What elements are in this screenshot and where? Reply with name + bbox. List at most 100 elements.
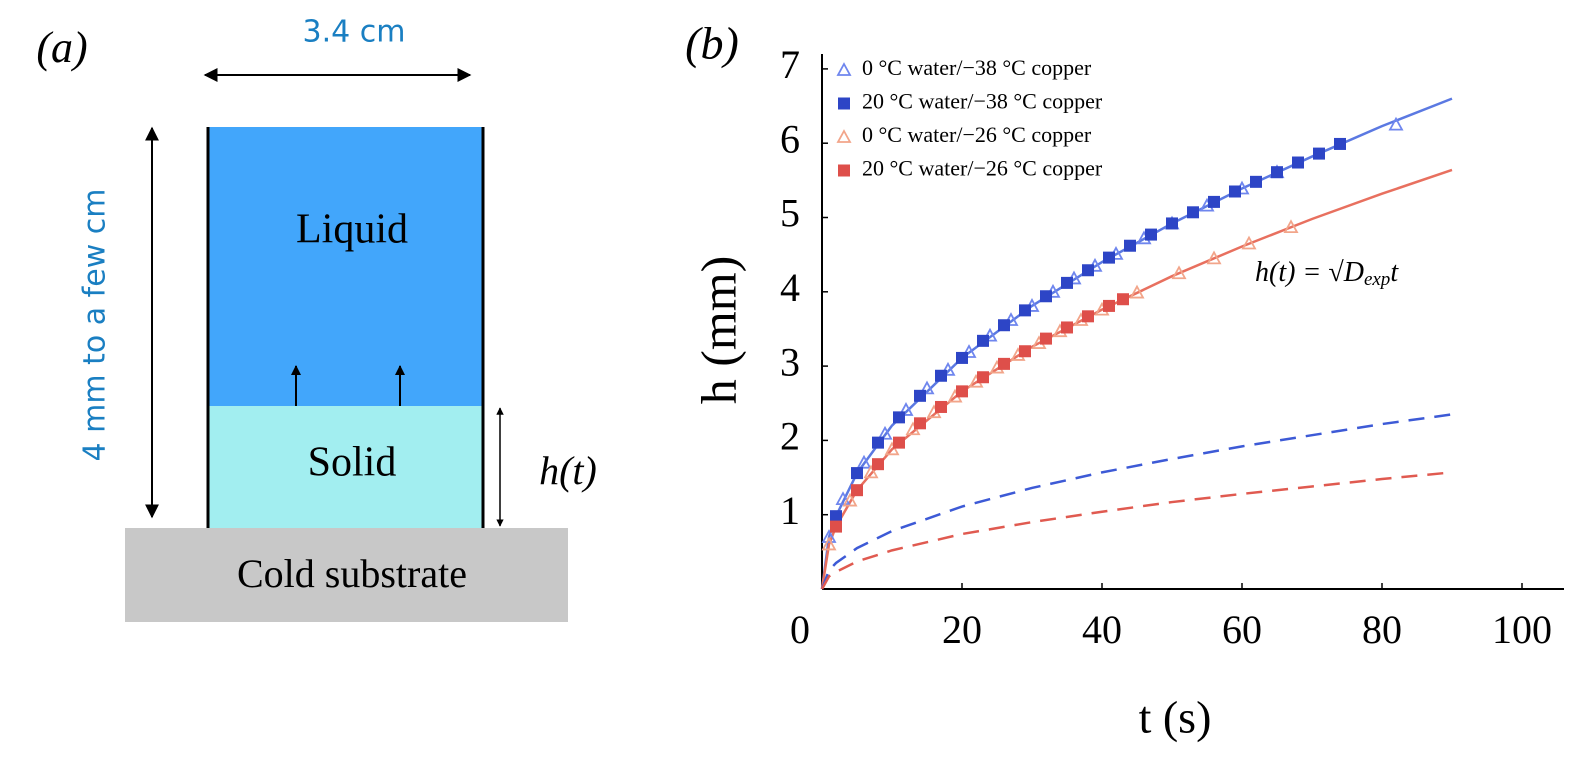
data-point <box>914 389 926 402</box>
data-point <box>1129 284 1145 299</box>
data-point <box>919 380 935 395</box>
data-point <box>1082 310 1094 323</box>
legend-marker <box>836 62 852 76</box>
data-point <box>935 400 947 413</box>
data-point <box>872 436 884 449</box>
data-point <box>856 454 872 469</box>
data-point <box>830 520 842 533</box>
data-point <box>977 334 989 347</box>
liquid-label: Liquid <box>296 207 408 253</box>
data-point <box>961 344 977 358</box>
data-point <box>940 361 956 376</box>
data-point <box>893 411 905 424</box>
data-point <box>1117 293 1129 306</box>
data-point <box>1206 250 1222 265</box>
data-point <box>1019 345 1031 358</box>
data-point <box>893 436 905 449</box>
fit-curve <box>820 168 1453 590</box>
data-point <box>977 371 989 384</box>
liquid-region <box>208 127 483 406</box>
data-point <box>1103 251 1115 264</box>
x-tick-label: 20 <box>942 607 982 652</box>
data-point <box>1166 217 1178 230</box>
data-point <box>1388 116 1404 131</box>
chart: (b) t (s) h (mm) h(t) = √Dexpt 1 2 3 4 5 6 7 0 2… <box>685 18 1564 743</box>
data-point <box>1145 228 1157 241</box>
legend-marker <box>836 129 852 143</box>
y-tick-label: 2 <box>780 414 800 459</box>
data-point <box>1283 219 1299 234</box>
y-tick-label: 3 <box>780 339 800 384</box>
x-tick-label: 40 <box>1082 607 1122 652</box>
h-label: h(t) <box>539 448 597 493</box>
solid-region <box>208 406 483 528</box>
data-point <box>1292 156 1304 169</box>
data-point <box>1208 195 1220 208</box>
annotation: h(t) = √Dexpt <box>1255 257 1399 290</box>
data-point <box>1271 166 1283 179</box>
data-point <box>1171 265 1187 280</box>
solid-label: Solid <box>308 440 397 486</box>
annotation-part: t <box>1390 257 1399 288</box>
legend-marker <box>838 97 850 110</box>
data-point <box>1334 137 1346 150</box>
x-tick-label: 60 <box>1222 607 1262 652</box>
y-tick-label: 6 <box>780 116 800 161</box>
data-point <box>898 402 914 416</box>
data-point <box>821 536 837 551</box>
data-point <box>1313 147 1325 160</box>
legend-marker <box>838 164 850 177</box>
annotation-part: h(t) = √ <box>1255 257 1344 288</box>
y-tick-label: 7 <box>780 42 800 87</box>
data-point <box>1124 239 1136 252</box>
data-point <box>1019 304 1031 317</box>
annotation-part: D <box>1343 257 1364 288</box>
data-point <box>851 467 863 480</box>
legend-label: 0 °C water/−26 °C copper <box>862 122 1092 147</box>
panel-label: (a) <box>36 23 87 72</box>
y-tick-label: 4 <box>780 265 800 310</box>
x-tick-label: 80 <box>1362 607 1402 652</box>
panel-label: (b) <box>685 18 739 69</box>
x-axis-label: t (s) <box>1139 692 1212 743</box>
data-point <box>914 417 926 430</box>
data-point <box>935 369 947 382</box>
substrate-label: Cold substrate <box>237 551 467 596</box>
diagram: (a) 3.4 cm 4 mm to a few cm Liquid Solid… <box>36 15 597 622</box>
y-axis-label: h (mm) <box>690 256 746 405</box>
legend-label: 20 °C water/−26 °C copper <box>862 156 1103 181</box>
height-label: 4 mm to a few cm <box>78 189 113 462</box>
data-point <box>1241 235 1257 250</box>
data-point <box>821 529 837 543</box>
legend-label: 0 °C water/−38 °C copper <box>862 55 1092 80</box>
data-point <box>877 425 893 440</box>
legend-label: 20 °C water/−38 °C copper <box>862 89 1103 114</box>
data-point <box>956 385 968 398</box>
data-point <box>863 464 879 479</box>
model-curve <box>820 471 1453 590</box>
data-point <box>998 357 1010 370</box>
data-point <box>1229 185 1241 198</box>
y-tick-label: 1 <box>780 488 800 533</box>
annotation-part: exp <box>1364 269 1390 290</box>
width-label: 3.4 cm <box>303 15 406 50</box>
data-point <box>851 484 863 497</box>
data-point <box>1250 175 1262 188</box>
data-point <box>884 441 900 456</box>
data-point <box>956 351 968 364</box>
data-point <box>830 510 842 523</box>
x-tick-label: 0 <box>790 607 810 652</box>
x-tick-label: 100 <box>1492 607 1552 652</box>
data-point <box>872 458 884 471</box>
data-point <box>835 491 851 505</box>
data-point <box>1187 206 1199 219</box>
data-point <box>1061 321 1073 334</box>
substrate <box>125 528 568 622</box>
data-point <box>1082 264 1094 277</box>
y-tick-label: 5 <box>780 191 800 236</box>
data-point <box>1040 332 1052 345</box>
data-point <box>1061 276 1073 289</box>
data-point <box>1103 299 1115 312</box>
data-point <box>998 319 1010 332</box>
